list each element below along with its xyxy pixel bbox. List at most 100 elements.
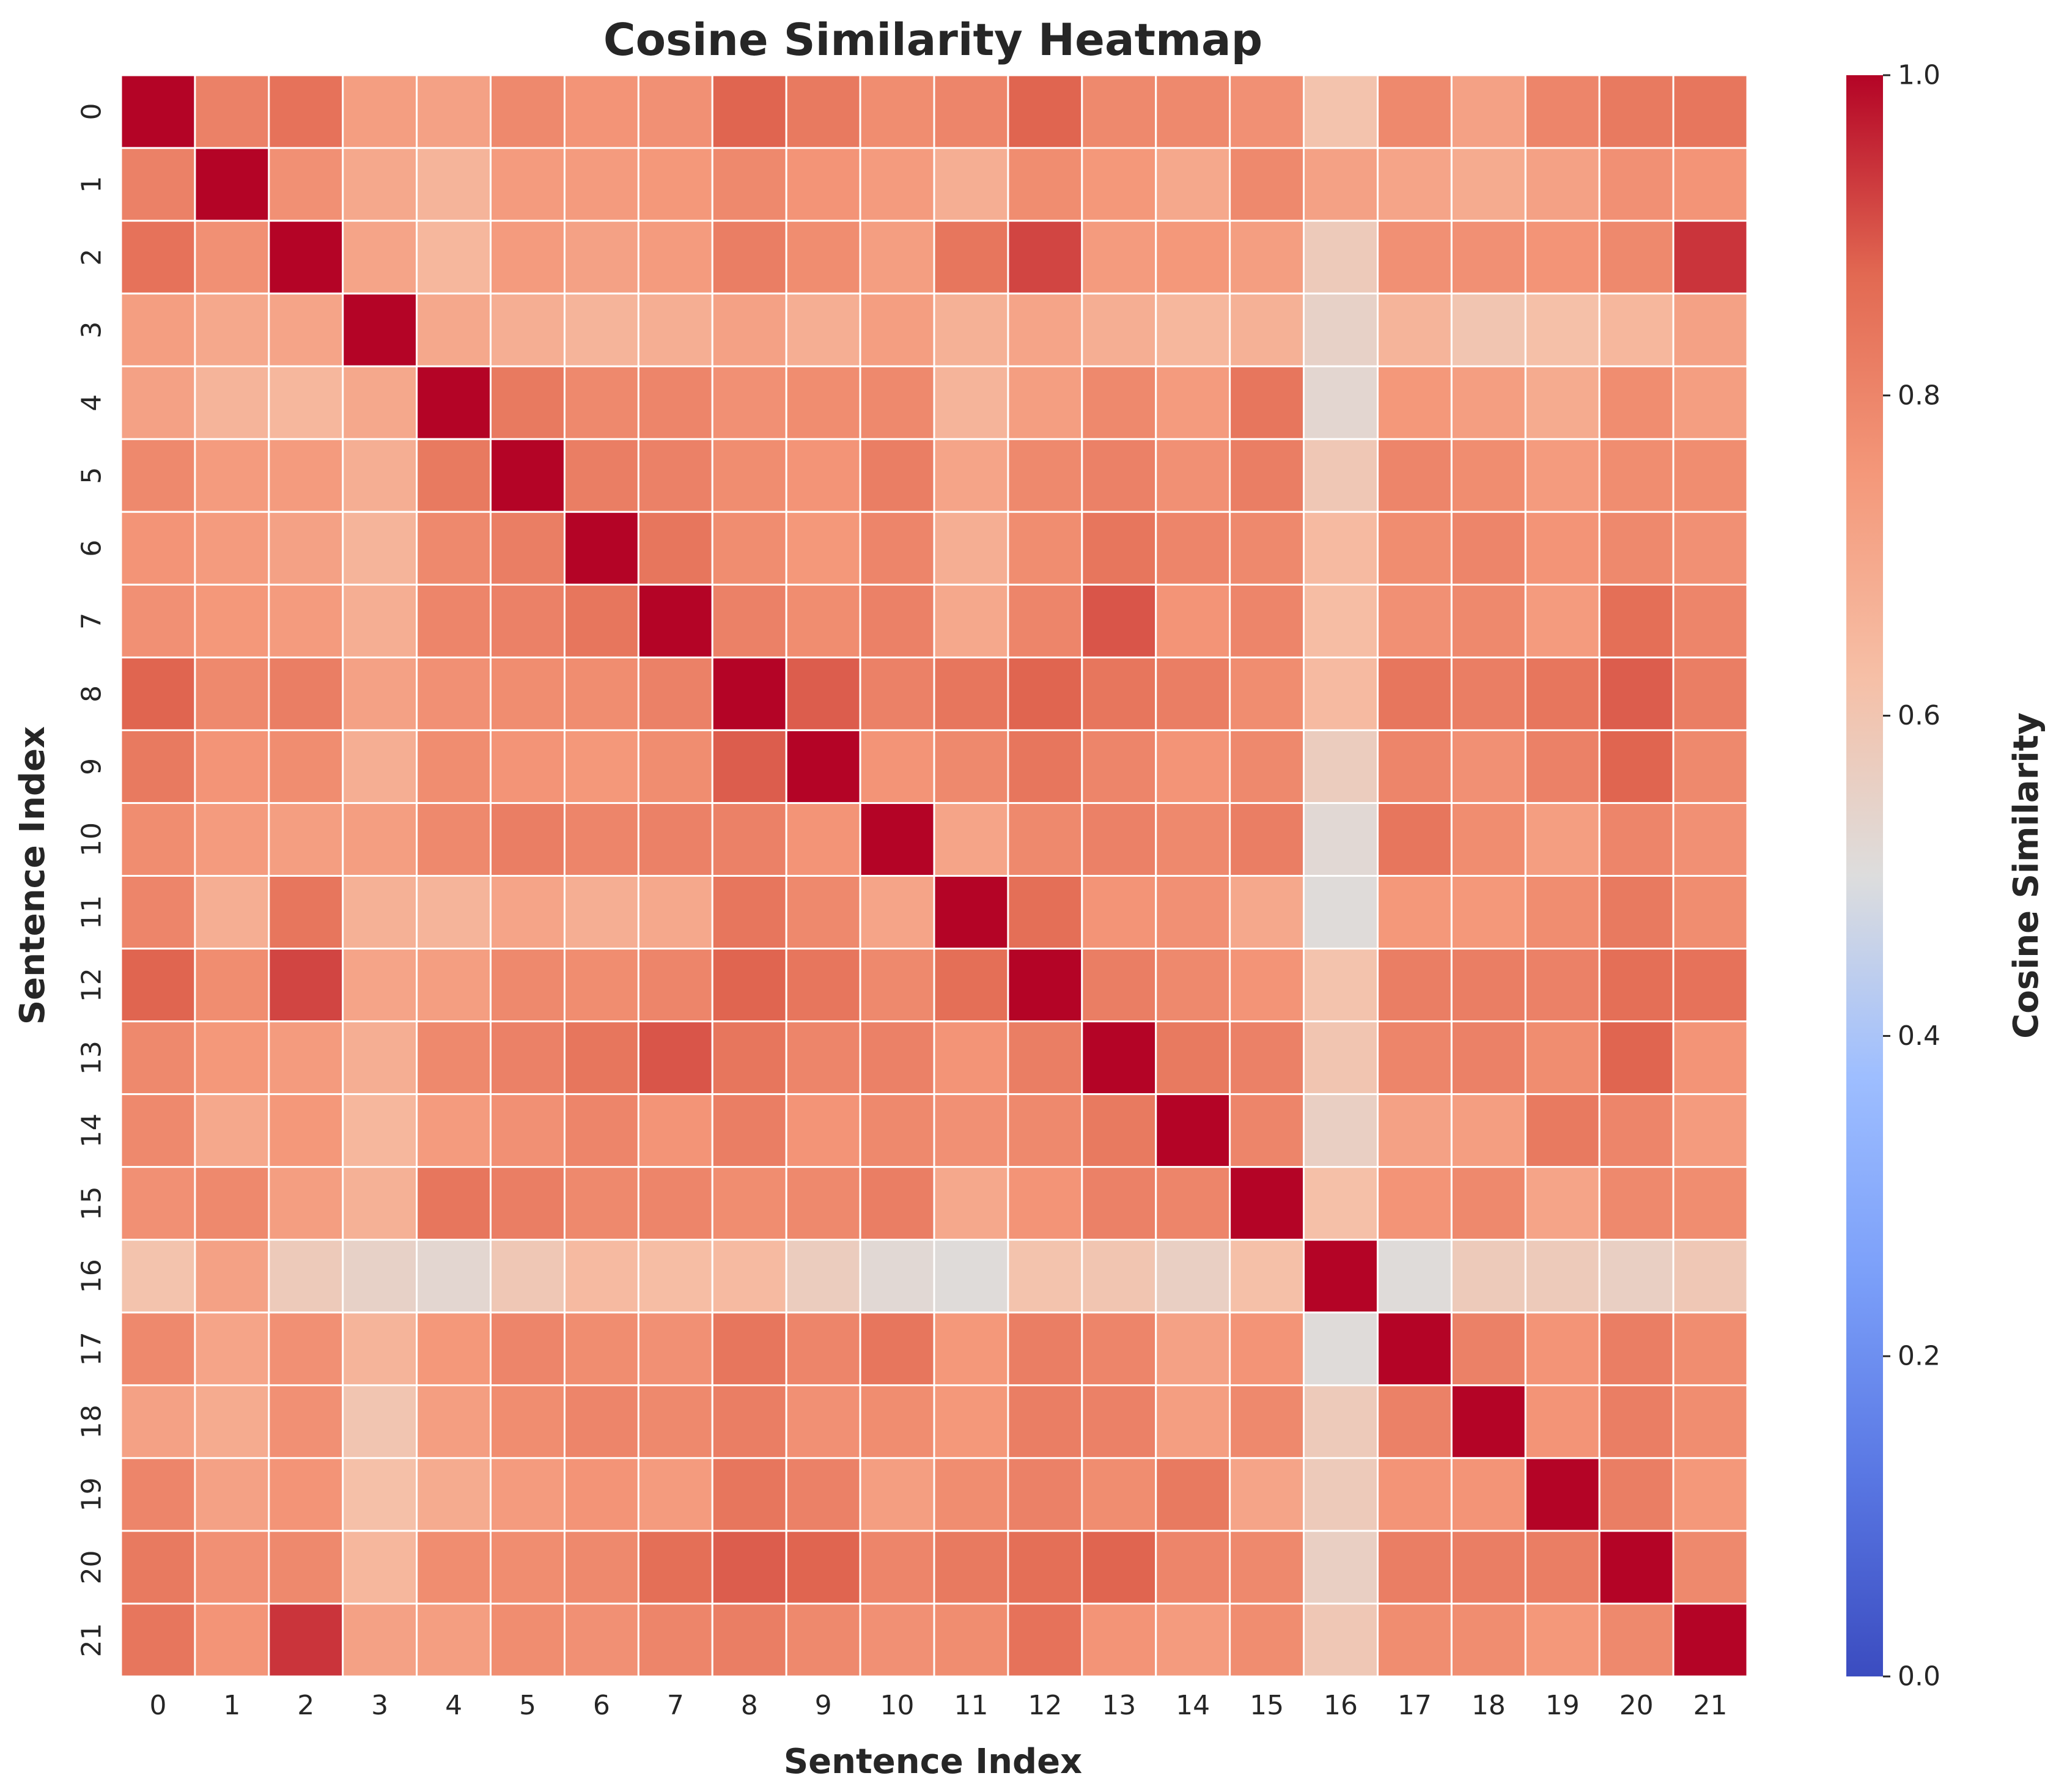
heatmap-cell-19-17 [1376, 1457, 1453, 1532]
heatmap-cell-9-2 [268, 729, 344, 804]
heatmap-cell-5-16 [1303, 438, 1379, 513]
colorbar-tick-label: 0.2 [1898, 1341, 1940, 1372]
y-tick-label: 17 [76, 1332, 108, 1366]
y-tick-label: 10 [76, 822, 108, 857]
heatmap-cell-7-21 [1672, 583, 1748, 658]
heatmap-cell-19-15 [1229, 1457, 1305, 1532]
heatmap-cell-20-12 [1007, 1530, 1083, 1605]
heatmap-cell-1-3 [342, 147, 418, 222]
heatmap-cell-4-6 [563, 365, 639, 440]
heatmap-cell-21-13 [1081, 1602, 1157, 1678]
heatmap-cell-20-14 [1155, 1530, 1231, 1605]
heatmap-cell-8-10 [859, 656, 935, 731]
y-tick-label: 2 [76, 249, 108, 266]
heatmap-cell-16-18 [1450, 1239, 1527, 1314]
heatmap-cell-9-7 [637, 729, 713, 804]
colorbar-label: Cosine Similarity [2006, 712, 2046, 1039]
heatmap-cell-4-10 [859, 365, 935, 440]
heatmap-cell-19-4 [416, 1457, 492, 1532]
x-tick-label: 16 [1324, 1690, 1358, 1721]
heatmap-cell-12-1 [194, 948, 270, 1023]
heatmap-cell-12-8 [711, 948, 787, 1023]
heatmap-cell-18-15 [1229, 1384, 1305, 1459]
heatmap-cell-5-21 [1672, 438, 1748, 513]
heatmap-cell-18-11 [933, 1384, 1009, 1459]
heatmap-cell-16-10 [859, 1239, 935, 1314]
heatmap-cell-13-17 [1376, 1020, 1453, 1096]
heatmap-cell-12-12 [1007, 948, 1083, 1023]
heatmap-cell-3-1 [194, 292, 270, 367]
heatmap-cell-14-15 [1229, 1093, 1305, 1168]
heatmap-cell-21-6 [563, 1602, 639, 1678]
heatmap-cell-14-13 [1081, 1093, 1157, 1168]
heatmap-cell-2-12 [1007, 219, 1083, 295]
heatmap-cell-1-4 [416, 147, 492, 222]
heatmap-cell-7-4 [416, 583, 492, 658]
heatmap-cell-17-15 [1229, 1311, 1305, 1387]
heatmap-cell-9-8 [711, 729, 787, 804]
heatmap-cell-0-1 [194, 74, 270, 149]
heatmap-cell-7-10 [859, 583, 935, 658]
heatmap-cell-7-3 [342, 583, 418, 658]
heatmap-cell-13-4 [416, 1020, 492, 1096]
heatmap-cell-4-16 [1303, 365, 1379, 440]
heatmap-cell-12-0 [120, 948, 196, 1023]
heatmap-cell-13-3 [342, 1020, 418, 1096]
heatmap-cell-9-0 [120, 729, 196, 804]
heatmap-cell-7-12 [1007, 583, 1083, 658]
heatmap-cell-16-7 [637, 1239, 713, 1314]
heatmap-cell-15-9 [785, 1166, 861, 1241]
heatmap-cell-9-4 [416, 729, 492, 804]
heatmap-cell-6-19 [1524, 511, 1601, 586]
heatmap-cell-1-14 [1155, 147, 1231, 222]
heatmap-cell-15-17 [1376, 1166, 1453, 1241]
heatmap-cell-6-12 [1007, 511, 1083, 586]
heatmap-cell-21-12 [1007, 1602, 1083, 1678]
heatmap-cell-2-15 [1229, 219, 1305, 295]
heatmap-cell-6-11 [933, 511, 1009, 586]
heatmap-cell-15-2 [268, 1166, 344, 1241]
heatmap-cell-7-11 [933, 583, 1009, 658]
heatmap-cell-12-5 [490, 948, 566, 1023]
heatmap-cell-17-8 [711, 1311, 787, 1387]
x-tick-label: 11 [954, 1690, 988, 1721]
heatmap-cell-21-10 [859, 1602, 935, 1678]
y-tick-label: 14 [76, 1113, 108, 1148]
y-tick-label: 8 [76, 685, 108, 702]
heatmap-cell-4-14 [1155, 365, 1231, 440]
heatmap-cell-14-9 [785, 1093, 861, 1168]
heatmap-cell-0-0 [120, 74, 196, 149]
y-axis-label: Sentence Index [13, 726, 53, 1025]
heatmap-cell-8-11 [933, 656, 1009, 731]
heatmap-cell-18-5 [490, 1384, 566, 1459]
heatmap-cell-3-2 [268, 292, 344, 367]
heatmap-cell-20-17 [1376, 1530, 1453, 1605]
heatmap-cell-16-5 [490, 1239, 566, 1314]
heatmap-cell-5-10 [859, 438, 935, 513]
heatmap-cell-0-10 [859, 74, 935, 149]
heatmap-cell-5-20 [1598, 438, 1675, 513]
heatmap-cell-14-18 [1450, 1093, 1527, 1168]
heatmap-cell-11-15 [1229, 875, 1305, 950]
heatmap-cell-16-17 [1376, 1239, 1453, 1314]
heatmap-cell-7-17 [1376, 583, 1453, 658]
heatmap-cell-13-13 [1081, 1020, 1157, 1096]
heatmap-cell-21-0 [120, 1602, 196, 1678]
heatmap-cell-10-3 [342, 802, 418, 877]
heatmap-cell-3-18 [1450, 292, 1527, 367]
heatmap-cell-5-12 [1007, 438, 1083, 513]
heatmap-cell-19-3 [342, 1457, 418, 1532]
heatmap-cell-1-6 [563, 147, 639, 222]
heatmap-cell-0-15 [1229, 74, 1305, 149]
heatmap-cell-19-10 [859, 1457, 935, 1532]
heatmap-cell-21-7 [637, 1602, 713, 1678]
heatmap-cell-0-11 [933, 74, 1009, 149]
heatmap-cell-21-14 [1155, 1602, 1231, 1678]
heatmap-cell-10-10 [859, 802, 935, 877]
heatmap-cell-8-18 [1450, 656, 1527, 731]
colorbar-tick-label: 0.0 [1898, 1661, 1940, 1692]
heatmap-cell-19-5 [490, 1457, 566, 1532]
heatmap-cell-7-0 [120, 583, 196, 658]
heatmap-cell-16-1 [194, 1239, 270, 1314]
